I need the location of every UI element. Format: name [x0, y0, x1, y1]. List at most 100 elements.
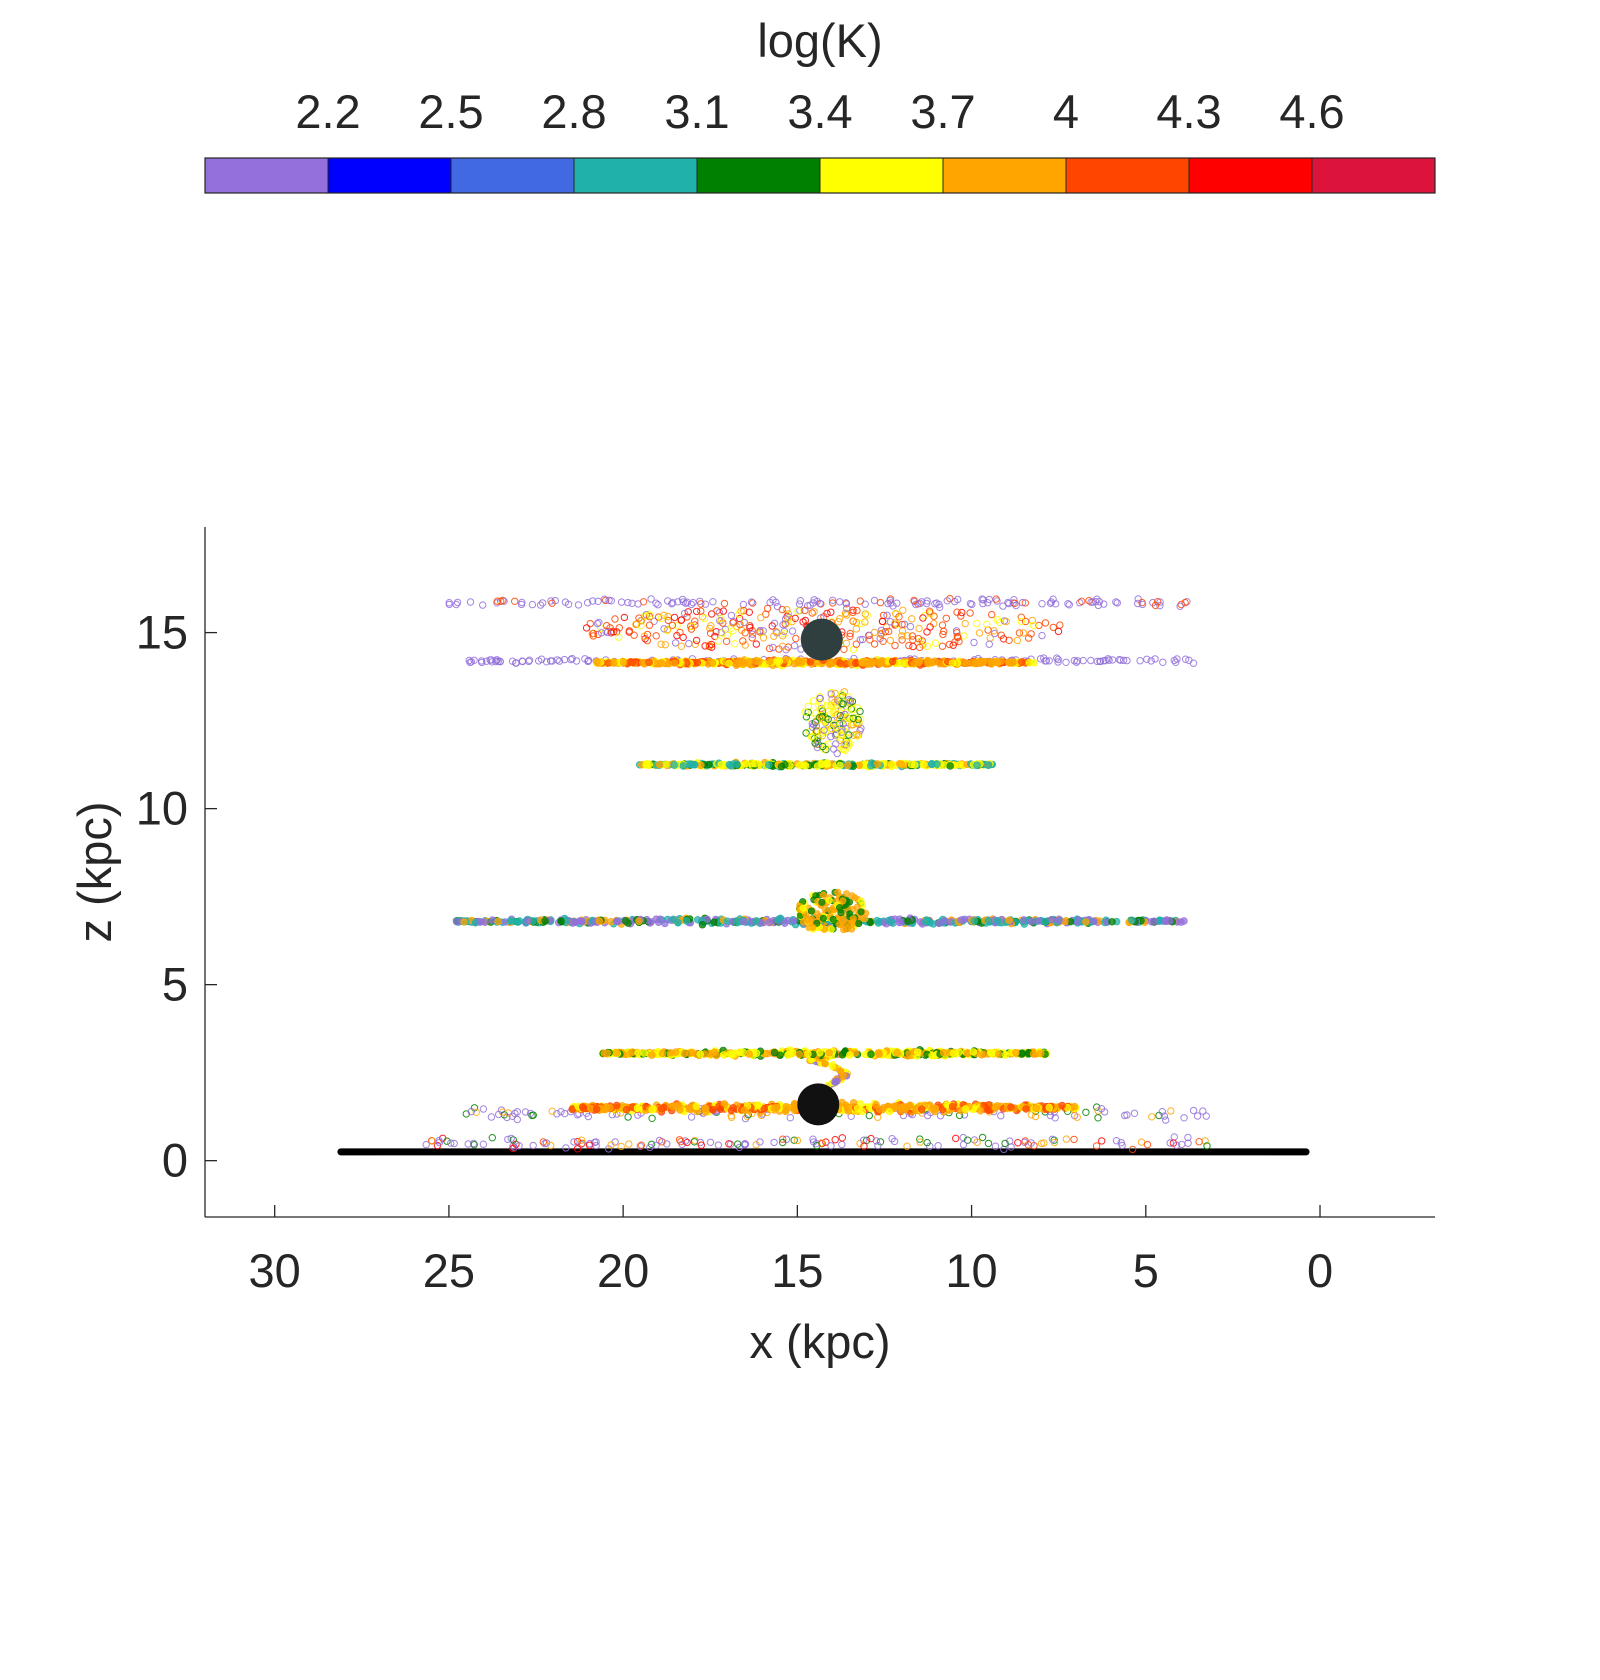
- scatter-point: [654, 601, 662, 609]
- x-tick-label: 5: [1133, 1244, 1159, 1297]
- scatter-point: [709, 598, 717, 606]
- scatter-point: [827, 732, 835, 741]
- scatter-point: [677, 616, 686, 624]
- scatter-point: [626, 1049, 634, 1058]
- scatter-point: [562, 1144, 570, 1152]
- scatter-point: [1181, 598, 1189, 607]
- scatter-point: [866, 918, 874, 927]
- scatter-point: [949, 641, 957, 649]
- scatter-point: [735, 610, 743, 618]
- scatter-point: [814, 740, 823, 748]
- scatter-point: [825, 1049, 833, 1057]
- scatter-point: [788, 627, 797, 635]
- scatter-point: [987, 660, 996, 668]
- scatter-point: [984, 1139, 993, 1148]
- scatter-point: [452, 917, 461, 926]
- scatter-point: [865, 1103, 874, 1111]
- scatter-point: [645, 658, 653, 666]
- scatter-point: [748, 759, 756, 768]
- scatter-point: [955, 761, 964, 769]
- scatter-point: [856, 715, 865, 723]
- scatter-point: [648, 1106, 656, 1114]
- scatter-point: [619, 658, 628, 666]
- scatter-point: [953, 632, 961, 641]
- scatter-point: [661, 641, 669, 649]
- scatter-point: [698, 920, 707, 929]
- scatter-point: [779, 1135, 787, 1143]
- colorbar-tick-label: 4.6: [1279, 85, 1344, 138]
- scatter-point: [1159, 658, 1167, 666]
- scatter-point: [1012, 1049, 1020, 1057]
- colorbar-tick-label: 4: [1053, 85, 1079, 138]
- scatter-point: [705, 760, 713, 769]
- scatter-point: [1002, 1051, 1010, 1059]
- scatter-point: [986, 1048, 995, 1057]
- scatter-point: [860, 1142, 868, 1150]
- scatter-point: [985, 640, 993, 648]
- scatter-point: [1128, 1145, 1137, 1154]
- scatter-point: [581, 655, 589, 663]
- scatter-point: [479, 1105, 488, 1113]
- scatter-point: [602, 596, 610, 605]
- black-hole-markers: [797, 618, 843, 1126]
- scatter-point: [663, 1140, 671, 1148]
- scatter-point: [752, 1049, 761, 1058]
- scatter-point: [610, 659, 618, 667]
- scatter-point: [667, 1049, 675, 1057]
- scatter-point: [816, 694, 824, 703]
- scatter-point: [603, 628, 612, 637]
- scatter-point: [1167, 1107, 1175, 1115]
- scatter-point: [819, 914, 827, 922]
- scatter-point: [588, 597, 597, 605]
- scatter-point: [957, 916, 965, 924]
- scatter-point: [495, 1110, 503, 1119]
- scatter-point: [740, 918, 748, 926]
- scatter-point: [539, 1138, 547, 1146]
- scatter-point: [757, 614, 765, 622]
- scatter-point: [1045, 1103, 1053, 1112]
- scatter-point: [732, 917, 741, 925]
- scatter-point: [816, 1049, 824, 1057]
- scatter-point: [503, 1113, 511, 1122]
- scatter-point: [717, 761, 725, 769]
- scatter-point: [745, 608, 753, 616]
- scatter-point: [1025, 634, 1033, 642]
- scatter-point: [725, 760, 733, 769]
- scatter-point: [913, 1048, 922, 1056]
- scatter-point: [1049, 595, 1057, 603]
- scatter-point: [1019, 629, 1028, 637]
- scatter-point: [670, 613, 679, 622]
- scatter-point: [948, 659, 957, 667]
- scatter-point: [766, 598, 774, 607]
- scatter-point: [445, 600, 453, 609]
- scatter-point: [853, 903, 861, 911]
- scatter-point: [729, 619, 737, 627]
- scatter-point: [973, 619, 981, 628]
- scatter-point: [985, 595, 993, 604]
- scatter-point: [687, 625, 696, 633]
- scatter-point: [739, 600, 748, 609]
- scatter-point: [1072, 658, 1081, 666]
- scatter-point: [843, 604, 851, 612]
- scatter-point: [808, 609, 816, 617]
- scatter-point: [624, 598, 632, 607]
- scatter-point: [1105, 656, 1113, 664]
- scatter-point: [836, 659, 844, 667]
- scatter-point: [1113, 599, 1122, 607]
- scatter-point: [878, 617, 887, 626]
- scatter-point: [836, 711, 844, 720]
- scatter-point: [961, 619, 969, 628]
- scatter-point: [861, 618, 869, 626]
- scatter-point: [973, 761, 981, 769]
- scatter-point: [652, 1141, 660, 1150]
- scatter-point: [853, 719, 861, 727]
- scatter-point: [687, 600, 695, 609]
- scatter-point: [1054, 655, 1062, 664]
- scatter-point: [657, 614, 665, 622]
- scatter-point: [1134, 599, 1142, 608]
- scatter-point: [1005, 916, 1013, 924]
- scatter-point: [915, 657, 924, 665]
- scatter-point: [646, 611, 655, 620]
- scatter-point: [669, 599, 677, 607]
- scatter-point: [637, 622, 645, 630]
